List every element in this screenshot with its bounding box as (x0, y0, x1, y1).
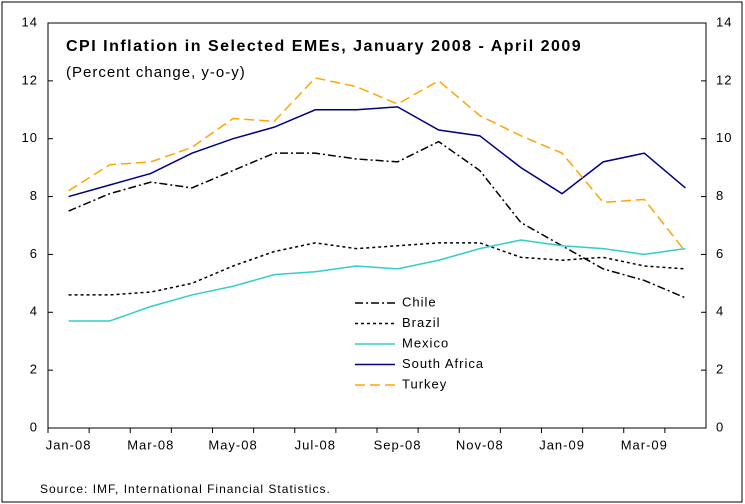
y2-tick-label: 4 (716, 304, 724, 319)
y2-tick-label: 0 (716, 419, 724, 434)
y2-tick-label: 14 (716, 14, 732, 29)
x-tick-label: Jul-08 (295, 437, 336, 452)
y2-tick-label: 12 (716, 72, 732, 87)
legend-label: Brazil (402, 315, 441, 330)
source-note: Source: IMF, International Financial Sta… (40, 482, 331, 496)
series-line (68, 239, 686, 322)
series-line (68, 140, 686, 299)
y-tick-label: 4 (30, 304, 38, 319)
x-tick-label: Mar-09 (621, 437, 668, 452)
y-tick-label: 2 (30, 362, 38, 377)
y-tick-label: 10 (22, 130, 38, 145)
series-line (68, 242, 686, 296)
x-tick-label: Nov-08 (456, 437, 504, 452)
y2-tick-label: 8 (716, 188, 724, 203)
y-tick-label: 8 (30, 188, 38, 203)
chart-subtitle: (Percent change, y-o-y) (66, 64, 246, 81)
x-tick-label: Jan-08 (46, 437, 92, 452)
y2-tick-label: 10 (716, 130, 732, 145)
legend-label: Chile (402, 294, 437, 309)
y-tick-label: 0 (30, 419, 38, 434)
x-tick-label: Mar-08 (127, 437, 174, 452)
series-line (68, 77, 687, 253)
y-tick-label: 12 (22, 72, 38, 87)
legend-label: Mexico (402, 335, 449, 350)
x-tick-label: Jan-09 (539, 437, 585, 452)
x-tick-label: Sep-08 (374, 437, 422, 452)
chart-title: CPI Inflation in Selected EMEs, January … (66, 38, 582, 55)
x-tick-label: May-08 (208, 437, 257, 452)
y2-tick-label: 2 (716, 362, 724, 377)
legend-label: South Africa (402, 356, 484, 371)
plot-area (47, 22, 707, 429)
y2-tick-label: 6 (716, 246, 724, 261)
legend-label: Turkey (402, 376, 447, 391)
y-tick-label: 6 (30, 246, 38, 261)
y-tick-label: 14 (22, 14, 38, 29)
